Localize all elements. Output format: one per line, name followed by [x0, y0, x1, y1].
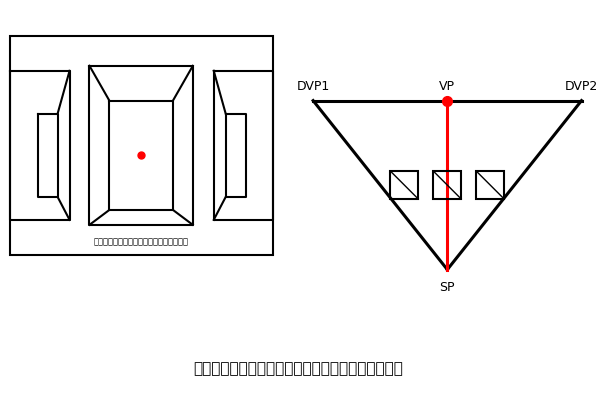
Text: DVP2: DVP2: [565, 80, 598, 93]
Text: 一点透視の消失点は中央にあるのが正しい: 一点透視の消失点は中央にあるのが正しい: [94, 237, 188, 246]
Text: DVP1: DVP1: [296, 80, 330, 93]
Bar: [10, 36, 274, 255]
Text: VP: VP: [439, 80, 455, 93]
Bar: [476, 171, 504, 199]
Text: １点透視図法で消失点がキャンバス中央にある場合: １点透視図法で消失点がキャンバス中央にある場合: [193, 362, 403, 376]
Text: SP: SP: [440, 281, 455, 294]
Bar: [433, 171, 461, 199]
Bar: [391, 171, 418, 199]
